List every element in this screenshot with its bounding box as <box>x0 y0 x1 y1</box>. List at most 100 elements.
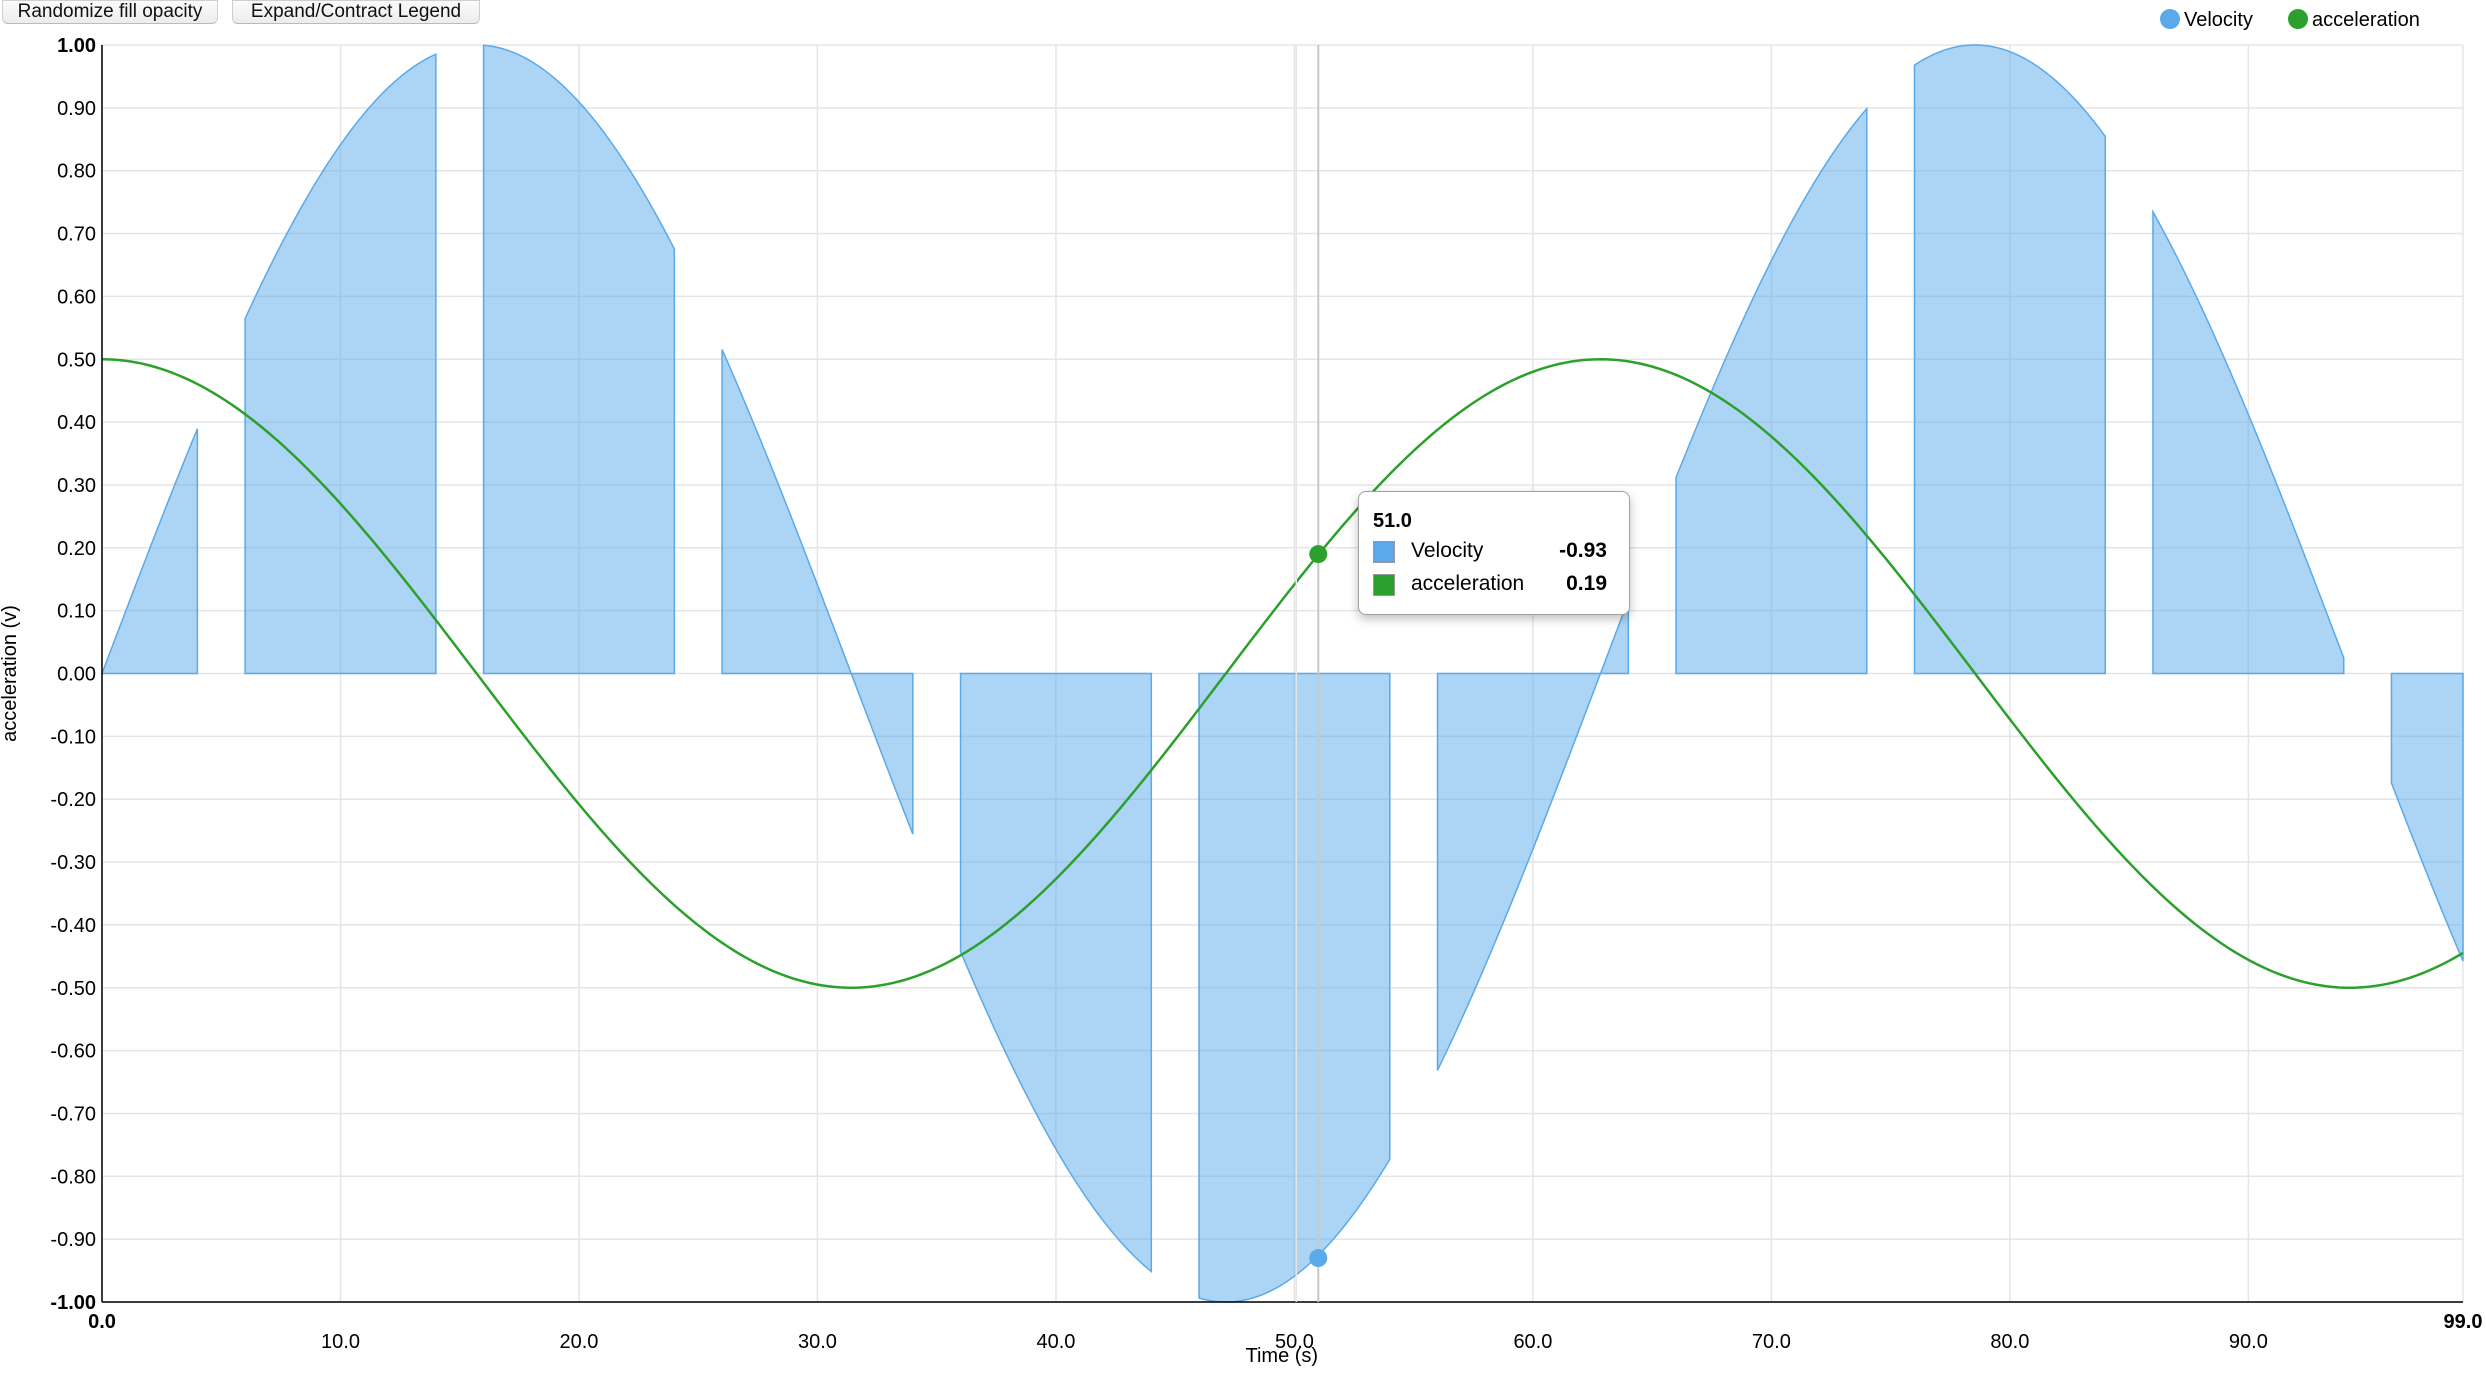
y-tick: -0.70 <box>50 1103 96 1125</box>
legend-dot <box>2288 9 2308 29</box>
velocity-area-segment[interactable] <box>2152 209 2345 675</box>
y-tick: -0.20 <box>50 789 96 811</box>
x-tick-label: 50.0 <box>1275 1331 1314 1353</box>
tooltip-title: 51.0 <box>1373 510 1412 532</box>
velocity-swatch <box>1373 541 1395 563</box>
x-tick-label: 10.0 <box>321 1331 360 1353</box>
y-tick: 0.70 <box>57 224 96 246</box>
y-tick-label: 0.10 <box>57 601 96 623</box>
legend-label: Velocity <box>2184 9 2253 31</box>
y-tick-label: -1.00 <box>50 1292 96 1314</box>
y-tick-label: 0.30 <box>57 475 96 497</box>
y-tick: -0.10 <box>50 726 96 748</box>
velocity-area-segment[interactable] <box>2390 672 2464 962</box>
tooltip-row-acceleration: acceleration 0.19 <box>1373 572 1613 598</box>
velocity-area-segment[interactable] <box>1436 599 1630 1071</box>
y-tick: 1.00 <box>57 35 96 57</box>
tooltip: 51.0 Velocity -0.93 acceleration 0.19 <box>1358 491 1630 615</box>
velocity-area-segment[interactable] <box>1198 672 1391 1303</box>
y-tick: 0.80 <box>57 161 96 183</box>
y-tick: -0.80 <box>50 1166 96 1188</box>
x-tick: 50.0 <box>1275 1331 1314 1353</box>
tooltip-series-value: -0.93 <box>1559 539 1607 562</box>
legend-dot <box>2160 9 2180 29</box>
y-tick: 0.50 <box>57 349 96 371</box>
y-tick: 0.30 <box>57 475 96 497</box>
expand-contract-legend-button[interactable]: Expand/Contract Legend <box>232 0 480 24</box>
y-tick-label: 0.00 <box>57 664 96 686</box>
x-tick-label: 80.0 <box>1990 1331 2029 1353</box>
x-tick-label: 90.0 <box>2229 1331 2268 1353</box>
x-tick: 90.0 <box>2229 1331 2268 1353</box>
x-tick: 99.0 <box>2444 1311 2483 1333</box>
y-tick: -0.50 <box>50 978 96 1000</box>
y-axis-ticks: -1.00 -0.90 -0.80 -0.70 -0.60 -0.50 -0.40 -0.30… <box>50 35 96 1314</box>
y-tick-label: 0.50 <box>57 349 96 371</box>
legend-item-velocity[interactable]: Velocity <box>2160 9 2253 31</box>
axes <box>101 45 2463 1303</box>
y-tick-label: -0.40 <box>50 915 96 937</box>
velocity-area-segment[interactable] <box>482 44 676 675</box>
x-tick: 80.0 <box>1990 1331 2029 1353</box>
y-tick: -0.60 <box>50 1041 96 1063</box>
y-tick: 0.00 <box>57 664 96 686</box>
y-tick: -0.30 <box>50 852 96 874</box>
velocity-area-series[interactable] <box>100 44 2464 1303</box>
acceleration-hover-point <box>1309 545 1328 564</box>
y-tick: 0.90 <box>57 98 96 120</box>
x-tick: 10.0 <box>321 1331 360 1353</box>
y-tick-label: -0.50 <box>50 978 96 1000</box>
randomize-fill-opacity-button[interactable]: Randomize fill opacity <box>2 0 218 24</box>
y-tick-label: 0.40 <box>57 412 96 434</box>
acceleration-swatch <box>1373 574 1395 596</box>
x-tick-label: 60.0 <box>1513 1331 1552 1353</box>
velocity-hover-point <box>1309 1249 1328 1268</box>
velocity-area-segment[interactable] <box>1675 106 1868 675</box>
velocity-area-segment[interactable] <box>1913 44 2107 675</box>
legend[interactable]: Velocity acceleration <box>2160 9 2420 31</box>
y-tick-label: 0.60 <box>57 286 96 308</box>
tooltip-series-name: acceleration <box>1411 572 1525 595</box>
y-tick-label: 0.70 <box>57 224 96 246</box>
velocity-area-segment[interactable] <box>721 349 914 835</box>
x-tick-label: 30.0 <box>798 1331 837 1353</box>
y-tick-label: 0.90 <box>57 98 96 120</box>
velocity-area-segment[interactable] <box>959 672 1153 1274</box>
x-tick: 70.0 <box>1752 1331 1791 1353</box>
y-tick: 0.40 <box>57 412 96 434</box>
x-tick-label: 20.0 <box>560 1331 599 1353</box>
x-axis-label: Time (s) <box>1246 1345 1319 1367</box>
y-tick-label: -0.60 <box>50 1041 96 1063</box>
y-tick: 0.10 <box>57 601 96 623</box>
x-tick: 30.0 <box>798 1331 837 1353</box>
x-tick-label: 99.0 <box>2444 1311 2483 1333</box>
y-tick: -0.90 <box>50 1229 96 1251</box>
legend-label: acceleration <box>2312 9 2420 31</box>
x-tick: 20.0 <box>560 1331 599 1353</box>
acceleration-line[interactable] <box>101 357 2464 990</box>
y-tick-label: 0.80 <box>57 161 96 183</box>
velocity-area-segment[interactable] <box>244 52 437 675</box>
velocity-area-segment[interactable] <box>100 428 199 675</box>
y-tick-label: -0.20 <box>50 789 96 811</box>
x-tick: 0.0 <box>88 1311 116 1333</box>
y-tick: 0.20 <box>57 538 96 560</box>
x-tick: 40.0 <box>1036 1331 1075 1353</box>
hover-guide <box>1295 45 1328 1302</box>
y-tick-label: 0.20 <box>57 538 96 560</box>
y-tick-label: -0.70 <box>50 1103 96 1125</box>
acceleration-line-series[interactable] <box>101 357 2464 990</box>
y-tick-label: -0.10 <box>50 726 96 748</box>
y-tick-label: -0.80 <box>50 1166 96 1188</box>
x-axis-ticks: 0.0 10.0 20.0 30.0 40.0 50.0 60.0 70.0 80.0 90.0 9… <box>88 1311 2482 1353</box>
x-tick: 60.0 <box>1513 1331 1552 1353</box>
y-axis-label: acceleration (v) <box>0 605 21 742</box>
x-tick-label: 70.0 <box>1752 1331 1791 1353</box>
x-tick-label: 0.0 <box>88 1311 116 1333</box>
legend-item-acceleration[interactable]: acceleration <box>2288 9 2420 31</box>
x-tick-label: 40.0 <box>1036 1331 1075 1353</box>
y-tick: 0.60 <box>57 286 96 308</box>
y-tick: -0.40 <box>50 915 96 937</box>
tooltip-series-name: Velocity <box>1411 539 1484 562</box>
